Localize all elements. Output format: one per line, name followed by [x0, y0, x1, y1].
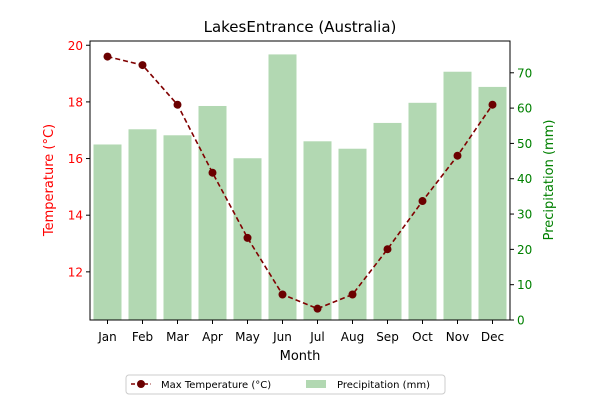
- temperature-line-layer: [103, 52, 497, 313]
- x-tick-label-jul: Jul: [309, 330, 324, 344]
- x-tick-label-nov: Nov: [446, 330, 469, 344]
- x-tick-label-apr: Apr: [202, 330, 223, 344]
- legend-box: [125, 374, 446, 395]
- left-tick-label: 12: [68, 265, 83, 279]
- temperature-point-jul: [313, 304, 322, 313]
- legend-temperature-label: Max Temperature (°C): [161, 380, 271, 391]
- precipitation-bars: [93, 54, 507, 321]
- temperature-point-feb: [138, 61, 147, 70]
- right-tick-label: 40: [517, 172, 532, 186]
- left-tick-label: 16: [68, 152, 83, 166]
- chart-title: LakesEntrance (Australia): [204, 18, 397, 36]
- x-tick-label-mar: Mar: [166, 330, 189, 344]
- temperature-point-mar: [173, 100, 182, 109]
- left-temperature-axis: 12 14 16 18 20: [68, 39, 90, 279]
- temperature-point-nov: [453, 151, 462, 160]
- left-tick-label: 14: [68, 209, 83, 223]
- precipitation-bar-jul: [303, 141, 332, 320]
- right-tick-label: 30: [517, 208, 532, 222]
- legend-precipitation-label: Precipitation (mm): [337, 380, 430, 391]
- temperature-point-sep: [383, 245, 392, 254]
- precipitation-bar-feb: [128, 129, 157, 320]
- x-axis-label: Month: [280, 349, 321, 364]
- right-tick-label: 10: [517, 278, 532, 292]
- x-tick-label-feb: Feb: [132, 330, 153, 344]
- x-tick-label-may: May: [235, 330, 260, 344]
- precipitation-bar-oct: [408, 102, 437, 320]
- plot-frame: [89, 40, 511, 321]
- x-tick-label-aug: Aug: [341, 330, 364, 344]
- precipitation-bar-apr: [198, 105, 227, 320]
- precipitation-bar-dec: [478, 86, 507, 320]
- right-tick-label: 70: [517, 66, 532, 80]
- left-axis-label: Temperature (°C): [42, 124, 57, 237]
- precipitation-bar-jun: [268, 54, 297, 321]
- right-tick-label: 50: [517, 137, 532, 151]
- legend: Max Temperature (°C) Precipitation (mm): [125, 374, 446, 395]
- temperature-point-jun: [278, 290, 287, 299]
- x-month-axis: Jan Feb Mar Apr May Jun Jul Aug Sep Oct Nov Dec: [97, 320, 504, 344]
- temperature-point-dec: [488, 100, 497, 109]
- temperature-point-may: [243, 233, 252, 242]
- x-tick-label-dec: Dec: [481, 330, 504, 344]
- right-axis-label: Precipitation (mm): [542, 120, 557, 241]
- legend-precipitation-swatch: [306, 380, 326, 388]
- x-tick-label-jun: Jun: [272, 330, 292, 344]
- right-precipitation-axis: 0 10 20 30 40 50 60 70: [510, 66, 532, 328]
- temperature-point-aug: [348, 290, 357, 299]
- x-tick-label-jan: Jan: [97, 330, 117, 344]
- right-tick-label: 60: [517, 102, 532, 116]
- precipitation-bar-sep: [373, 122, 402, 321]
- precipitation-bar-nov: [443, 71, 472, 320]
- precipitation-bar-jan: [93, 144, 122, 320]
- x-tick-label-oct: Oct: [412, 330, 433, 344]
- temperature-point-oct: [418, 197, 427, 206]
- left-tick-label: 18: [68, 95, 83, 109]
- temperature-line: [107, 55, 494, 310]
- right-tick-label: 0: [517, 314, 525, 328]
- temperature-point-apr: [208, 168, 217, 177]
- right-tick-label: 20: [517, 243, 532, 257]
- x-tick-label-sep: Sep: [376, 330, 399, 344]
- legend-temperature-marker: [137, 380, 145, 388]
- temperature-point-jan: [103, 52, 112, 61]
- left-tick-label: 20: [68, 39, 83, 53]
- precipitation-bar-mar: [163, 135, 192, 320]
